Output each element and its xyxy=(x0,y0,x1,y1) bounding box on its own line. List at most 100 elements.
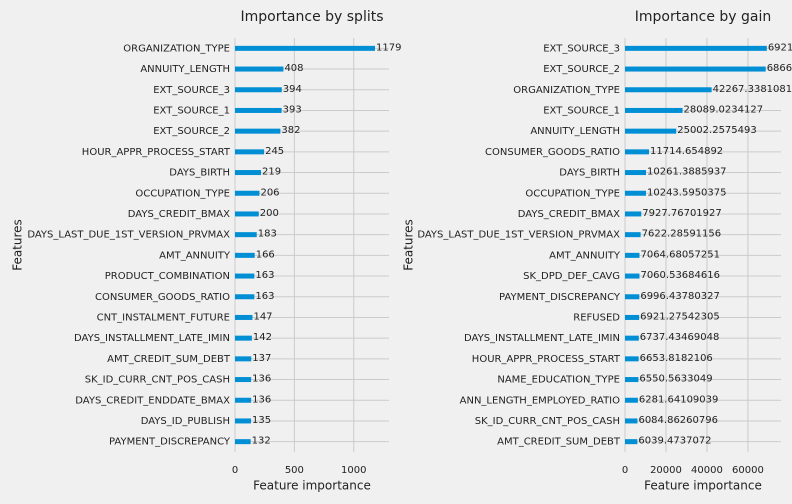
value-label: 163 xyxy=(255,270,274,281)
bar xyxy=(235,356,252,362)
value-label: 132 xyxy=(252,436,271,447)
y-axis-label: Features xyxy=(11,219,25,271)
bar xyxy=(625,149,650,155)
y-tick-label: DAYS_INSTALLMENT_LATE_IMIN xyxy=(74,333,230,344)
bar xyxy=(625,66,766,72)
bar xyxy=(235,87,282,93)
y-tick-label: OCCUPATION_TYPE xyxy=(525,188,620,199)
y-tick-label: DAYS_CREDIT_ENDDATE_BMAX xyxy=(75,395,230,406)
y-tick-label: EXT_SOURCE_1 xyxy=(543,105,620,116)
bar xyxy=(235,252,255,258)
value-label: 6653.8182106 xyxy=(640,353,713,364)
y-tick-label: OCCUPATION_TYPE xyxy=(135,188,230,199)
y-tick-label: ANN_LENGTH_EMPLOYED_RATIO xyxy=(460,395,621,406)
value-label: 42267.3381081 xyxy=(713,84,792,95)
bar xyxy=(625,190,646,196)
bar xyxy=(625,170,647,176)
value-label: 408 xyxy=(284,63,303,74)
bar xyxy=(625,45,767,51)
chart-title: Importance by gain xyxy=(635,9,772,25)
y-tick-label: EXT_SOURCE_2 xyxy=(153,126,230,137)
bar xyxy=(625,439,638,445)
value-label: 11714.654892 xyxy=(650,146,723,157)
x-tick-label: 60000 xyxy=(732,465,764,476)
value-label: 6281.64109039 xyxy=(639,394,719,405)
bar xyxy=(625,294,640,300)
value-label: 245 xyxy=(265,146,284,157)
y-tick-label: EXT_SOURCE_2 xyxy=(543,64,620,75)
value-label: 183 xyxy=(258,229,277,240)
bar xyxy=(625,418,638,424)
value-label: 6996.43780327 xyxy=(640,291,720,302)
bar xyxy=(625,314,640,320)
value-label: 69210 xyxy=(768,42,792,53)
y-tick-label: HOUR_APPR_PROCESS_START xyxy=(472,354,621,365)
bar xyxy=(625,397,638,403)
y-tick-label: EXT_SOURCE_1 xyxy=(153,105,230,116)
y-tick-label: PAYMENT_DISCREPANCY xyxy=(109,437,231,448)
value-label: 147 xyxy=(253,311,272,322)
x-tick-label: 500 xyxy=(285,465,304,476)
value-label: 10243.5950375 xyxy=(647,187,727,198)
value-label: 163 xyxy=(255,291,274,302)
value-label: 206 xyxy=(260,187,279,198)
bar xyxy=(235,45,375,51)
value-label: 7927.76701927 xyxy=(642,208,722,219)
value-label: 393 xyxy=(283,104,302,115)
y-tick-label: AMT_CREDIT_SUM_DEBT xyxy=(497,437,621,448)
y-tick-label: DAYS_LAST_DUE_1ST_VERSION_PRVMAX xyxy=(417,230,620,241)
value-label: 6550.5633049 xyxy=(639,374,712,385)
bar xyxy=(235,66,284,72)
value-label: 25002.2575493 xyxy=(677,125,757,136)
y-tick-label: AMT_CREDIT_SUM_DEBT xyxy=(107,354,231,365)
bar xyxy=(235,273,255,279)
y-tick-label: DAYS_INSTALLMENT_LATE_IMIN xyxy=(464,333,620,344)
x-tick-label: 0 xyxy=(622,465,628,476)
value-label: 166 xyxy=(256,249,275,260)
value-label: 6737.43469048 xyxy=(640,332,720,343)
y-tick-label: CNT_INSTALMENT_FUTURE xyxy=(97,312,230,323)
value-label: 382 xyxy=(281,125,300,136)
y-tick-label: ANNUITY_LENGTH xyxy=(530,126,620,137)
bar xyxy=(235,314,253,320)
bar xyxy=(235,418,252,424)
bar xyxy=(625,232,641,238)
bar xyxy=(625,87,712,93)
bar xyxy=(625,335,639,341)
y-tick-label: DAYS_BIRTH xyxy=(559,168,620,179)
y-tick-label: EXT_SOURCE_3 xyxy=(153,85,230,96)
y-axis-label: Features xyxy=(402,219,416,271)
y-tick-label: PAYMENT_DISCREPANCY xyxy=(499,292,621,303)
value-label: 6039.4737072 xyxy=(638,436,711,447)
value-label: 142 xyxy=(253,332,272,343)
y-tick-label: EXT_SOURCE_3 xyxy=(543,43,620,54)
bar xyxy=(235,232,257,238)
bar xyxy=(235,439,251,445)
y-tick-label: AMT_ANNUITY xyxy=(549,250,621,261)
bar xyxy=(625,107,683,113)
value-label: 200 xyxy=(260,208,279,219)
y-tick-label: PRODUCT_COMBINATION xyxy=(105,271,230,282)
y-tick-label: HOUR_APPR_PROCESS_START xyxy=(82,147,231,158)
bar xyxy=(625,377,639,383)
value-label: 10261.3885937 xyxy=(647,167,727,178)
y-tick-label: REFUSED xyxy=(573,312,620,323)
value-label: 7060.53684616 xyxy=(640,270,720,281)
bar xyxy=(235,170,262,176)
value-label: 135 xyxy=(252,415,271,426)
x-axis-label: Feature importance xyxy=(644,479,762,493)
y-tick-label: CONSUMER_GOODS_RATIO xyxy=(95,292,230,303)
y-tick-label: DAYS_CREDIT_BMAX xyxy=(518,209,620,220)
y-tick-label: DAYS_LAST_DUE_1ST_VERSION_PRVMAX xyxy=(27,230,230,241)
bar xyxy=(235,149,265,155)
value-label: 136 xyxy=(252,394,271,405)
bar xyxy=(235,211,259,217)
y-tick-label: DAYS_ID_PUBLISH xyxy=(141,416,230,427)
value-label: 137 xyxy=(252,353,271,364)
bar xyxy=(625,356,639,362)
y-tick-label: DAYS_BIRTH xyxy=(169,168,230,179)
bar xyxy=(235,335,252,341)
y-tick-label: AMT_ANNUITY xyxy=(159,250,231,261)
